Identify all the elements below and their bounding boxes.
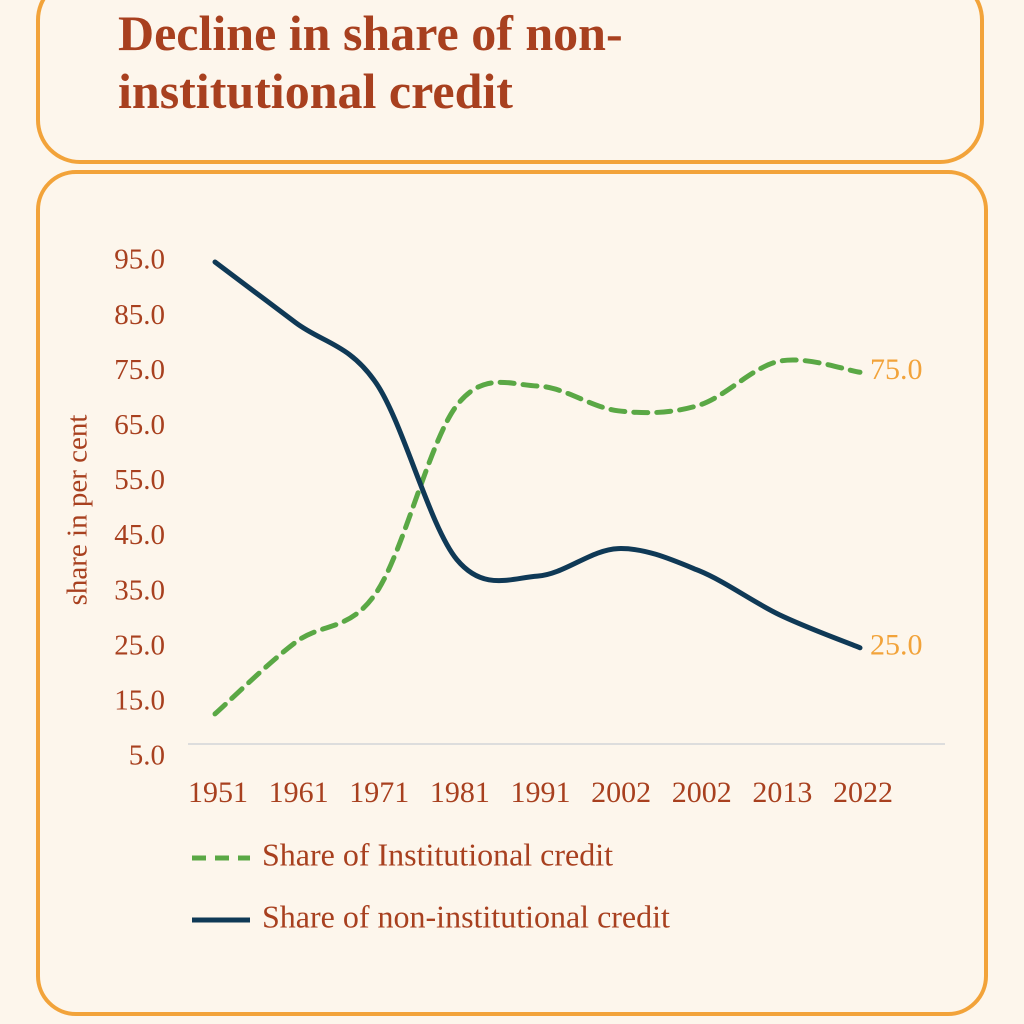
x-tick-label: 2002: [591, 776, 651, 809]
y-axis-label: share in per cent: [62, 415, 94, 606]
value-label: 25.0: [870, 629, 923, 662]
legend-label: Share of non-institutional credit: [262, 898, 670, 934]
x-tick-label: 1971: [349, 776, 409, 809]
line-series: [212, 357, 863, 717]
y-tick-label: 5.0: [129, 740, 165, 772]
line-series: [212, 259, 863, 651]
x-tick-label: 1961: [269, 776, 329, 809]
y-tick-label: 95.0: [114, 244, 165, 276]
x-tick-label: 1991: [511, 776, 571, 809]
x-tick-label: 1951: [188, 776, 248, 809]
title-box: Decline in share of non-institutional cr…: [36, 0, 984, 164]
y-tick-label: 85.0: [114, 299, 165, 331]
chart-title: Decline in share of non-institutional cr…: [118, 5, 623, 119]
legend-label: Share of Institutional credit: [262, 836, 613, 872]
y-tick-label: 35.0: [114, 574, 165, 606]
y-tick-label: 45.0: [114, 519, 165, 551]
y-tick-label: 75.0: [114, 354, 165, 386]
y-tick-label: 65.0: [114, 409, 165, 441]
x-tick-label: 2002: [672, 776, 732, 809]
chart-box: [36, 170, 988, 1016]
y-tick-label: 15.0: [114, 685, 165, 717]
x-tick-label: 2013: [752, 776, 812, 809]
y-tick-label: 55.0: [114, 464, 165, 496]
y-tick-label: 25.0: [114, 629, 165, 661]
value-label: 75.0: [870, 353, 923, 386]
x-tick-label: 2022: [833, 776, 893, 809]
x-tick-label: 1981: [430, 776, 490, 809]
